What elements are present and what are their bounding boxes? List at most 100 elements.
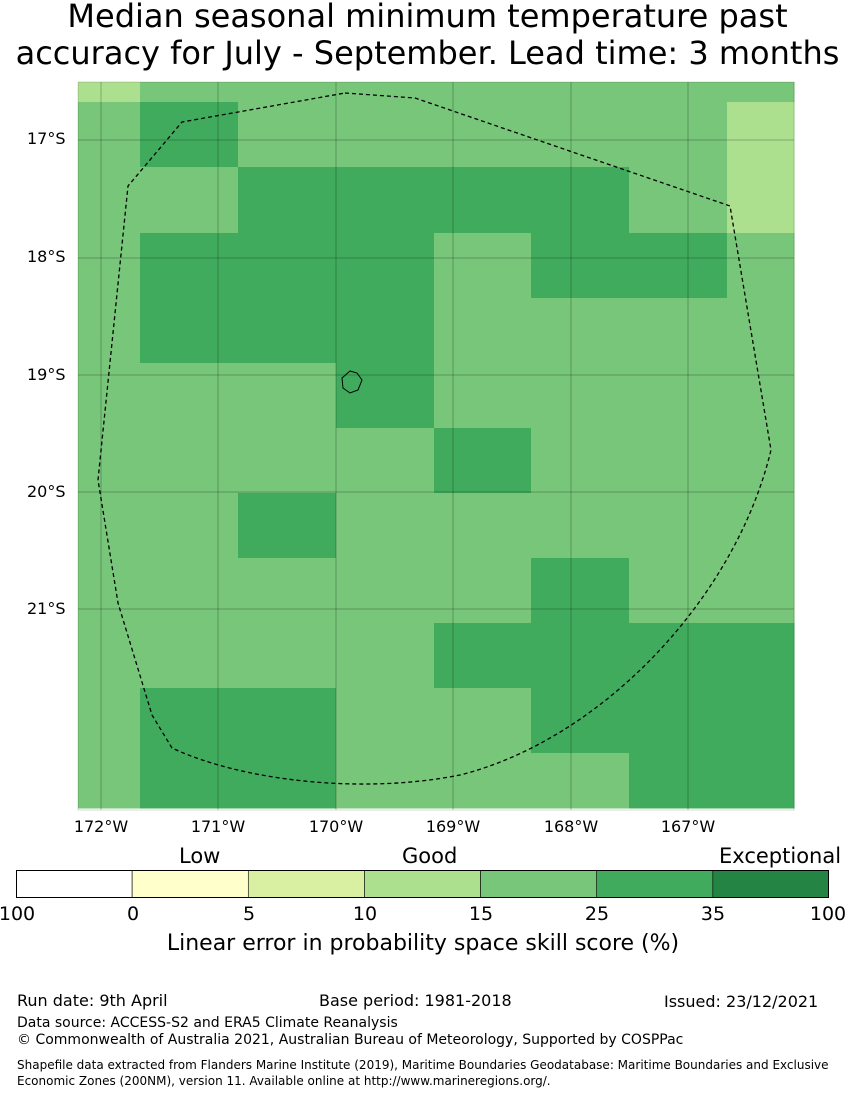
colorbar-tick-1: 0	[126, 903, 140, 925]
grid-cell	[78, 233, 141, 299]
grid-cell	[629, 493, 728, 559]
copyright-notice: © Commonwealth of Australia 2021, Austra…	[17, 1032, 684, 1048]
legend-category-good: Good	[402, 844, 458, 868]
grid-cell	[78, 753, 141, 809]
grid-cell	[78, 688, 141, 754]
grid-cell	[336, 298, 435, 364]
grid-cell	[78, 82, 141, 103]
colorbar-swatch	[364, 870, 481, 898]
lon-label-168w: 168°W	[543, 817, 599, 836]
grid-cell	[629, 363, 728, 429]
grid-cell	[434, 623, 532, 689]
grid-cell	[434, 753, 532, 809]
shapefile-credit-line-2: Economic Zones (200NM), version 11. Avai…	[17, 1074, 551, 1088]
legend-category-low: Low	[179, 844, 221, 868]
grid-cell	[238, 298, 337, 364]
grid-cell	[629, 298, 728, 364]
grid-cell	[629, 428, 728, 494]
grid-cell	[727, 233, 795, 299]
grid-cell	[238, 102, 337, 168]
grid-cell	[78, 102, 141, 168]
grid-cell	[531, 82, 630, 103]
grid-cell	[531, 233, 630, 299]
grid-cell	[78, 298, 141, 364]
grid-cell	[336, 363, 435, 429]
grid-cell	[434, 428, 532, 494]
grid-cell	[434, 298, 532, 364]
colorbar	[16, 870, 829, 898]
colorbar-tick-5: 25	[584, 903, 610, 925]
grid-cell	[140, 558, 239, 624]
grid-cell	[629, 688, 728, 754]
grid-cell	[629, 233, 728, 299]
grid-cell	[531, 167, 630, 234]
grid-cell	[531, 623, 630, 689]
grid-cell	[727, 688, 795, 754]
grid-cell	[140, 688, 239, 754]
legend-category-exceptional: Exceptional	[719, 844, 842, 868]
eez-boundary	[97, 92, 772, 785]
lon-label-170w: 170°W	[308, 817, 364, 836]
grid-cell	[434, 558, 532, 624]
chart-title-line-2: accuracy for July - September. Lead time…	[15, 34, 840, 72]
lon-label-169w: 169°W	[425, 817, 481, 836]
map-panel	[77, 81, 795, 811]
colorbar-tick-2: 5	[242, 903, 256, 925]
grid-cell	[140, 82, 239, 103]
colorbar-swatch	[16, 870, 133, 898]
graticule	[78, 82, 794, 810]
grid-cell	[238, 363, 337, 429]
grid-cell	[531, 493, 630, 559]
colorbar-tick-0: 100	[0, 903, 36, 925]
grid-cell	[531, 102, 630, 168]
grid-cell	[434, 493, 532, 559]
grid-cell	[336, 753, 435, 809]
grid-cell	[629, 82, 728, 103]
lon-label-172w: 172°W	[73, 817, 129, 836]
grid-cell	[238, 233, 337, 299]
grid-cell	[336, 623, 435, 689]
grid-cell	[434, 688, 532, 754]
grid-cell	[727, 363, 795, 429]
colorbar-tick-7: 100	[809, 903, 847, 925]
lon-label-171w: 171°W	[190, 817, 246, 836]
grid-cell	[238, 688, 337, 754]
grid-cell	[727, 493, 795, 559]
colorbar-label: Linear error in probability space skill …	[166, 931, 680, 956]
grid-cell	[140, 298, 239, 364]
grid-cell	[336, 493, 435, 559]
grid-cell	[336, 82, 435, 103]
grid-cell	[629, 558, 728, 624]
grid-cell	[531, 428, 630, 494]
run-date: Run date: 9th April	[17, 991, 168, 1010]
grid-cell	[140, 623, 239, 689]
grid-cell	[727, 82, 795, 103]
grid-cell	[336, 233, 435, 299]
grid-cell	[336, 558, 435, 624]
grid-cell	[78, 167, 141, 234]
grid-cell	[531, 688, 630, 754]
grid-cell	[78, 558, 141, 624]
grid-cell	[140, 428, 239, 494]
grid-cell	[531, 558, 630, 624]
grid-cell	[629, 102, 728, 168]
grid-cell	[434, 102, 532, 168]
grid-cell	[140, 493, 239, 559]
grid-cell	[238, 558, 337, 624]
lat-label-19s: 19°S	[27, 365, 66, 384]
colorbar-swatch	[596, 870, 714, 898]
lat-label-18s: 18°S	[27, 247, 66, 266]
lat-label-17s: 17°S	[27, 129, 66, 148]
grid-cell	[727, 753, 795, 809]
grid-cell	[434, 363, 532, 429]
data-source: Data source: ACCESS-S2 and ERA5 Climate …	[17, 1015, 398, 1031]
colorbar-swatch	[131, 870, 249, 898]
grid-cell	[727, 167, 795, 234]
skill-grid	[78, 82, 795, 809]
grid-cell	[238, 167, 337, 234]
chart-title-line-1: Median seasonal minimum temperature past	[67, 0, 788, 35]
shapefile-credit-line-1: Shapefile data extracted from Flanders M…	[17, 1058, 829, 1072]
grid-cell	[336, 688, 435, 754]
colorbar-tick-4: 15	[468, 903, 494, 925]
base-period: Base period: 1981-2018	[319, 991, 512, 1010]
